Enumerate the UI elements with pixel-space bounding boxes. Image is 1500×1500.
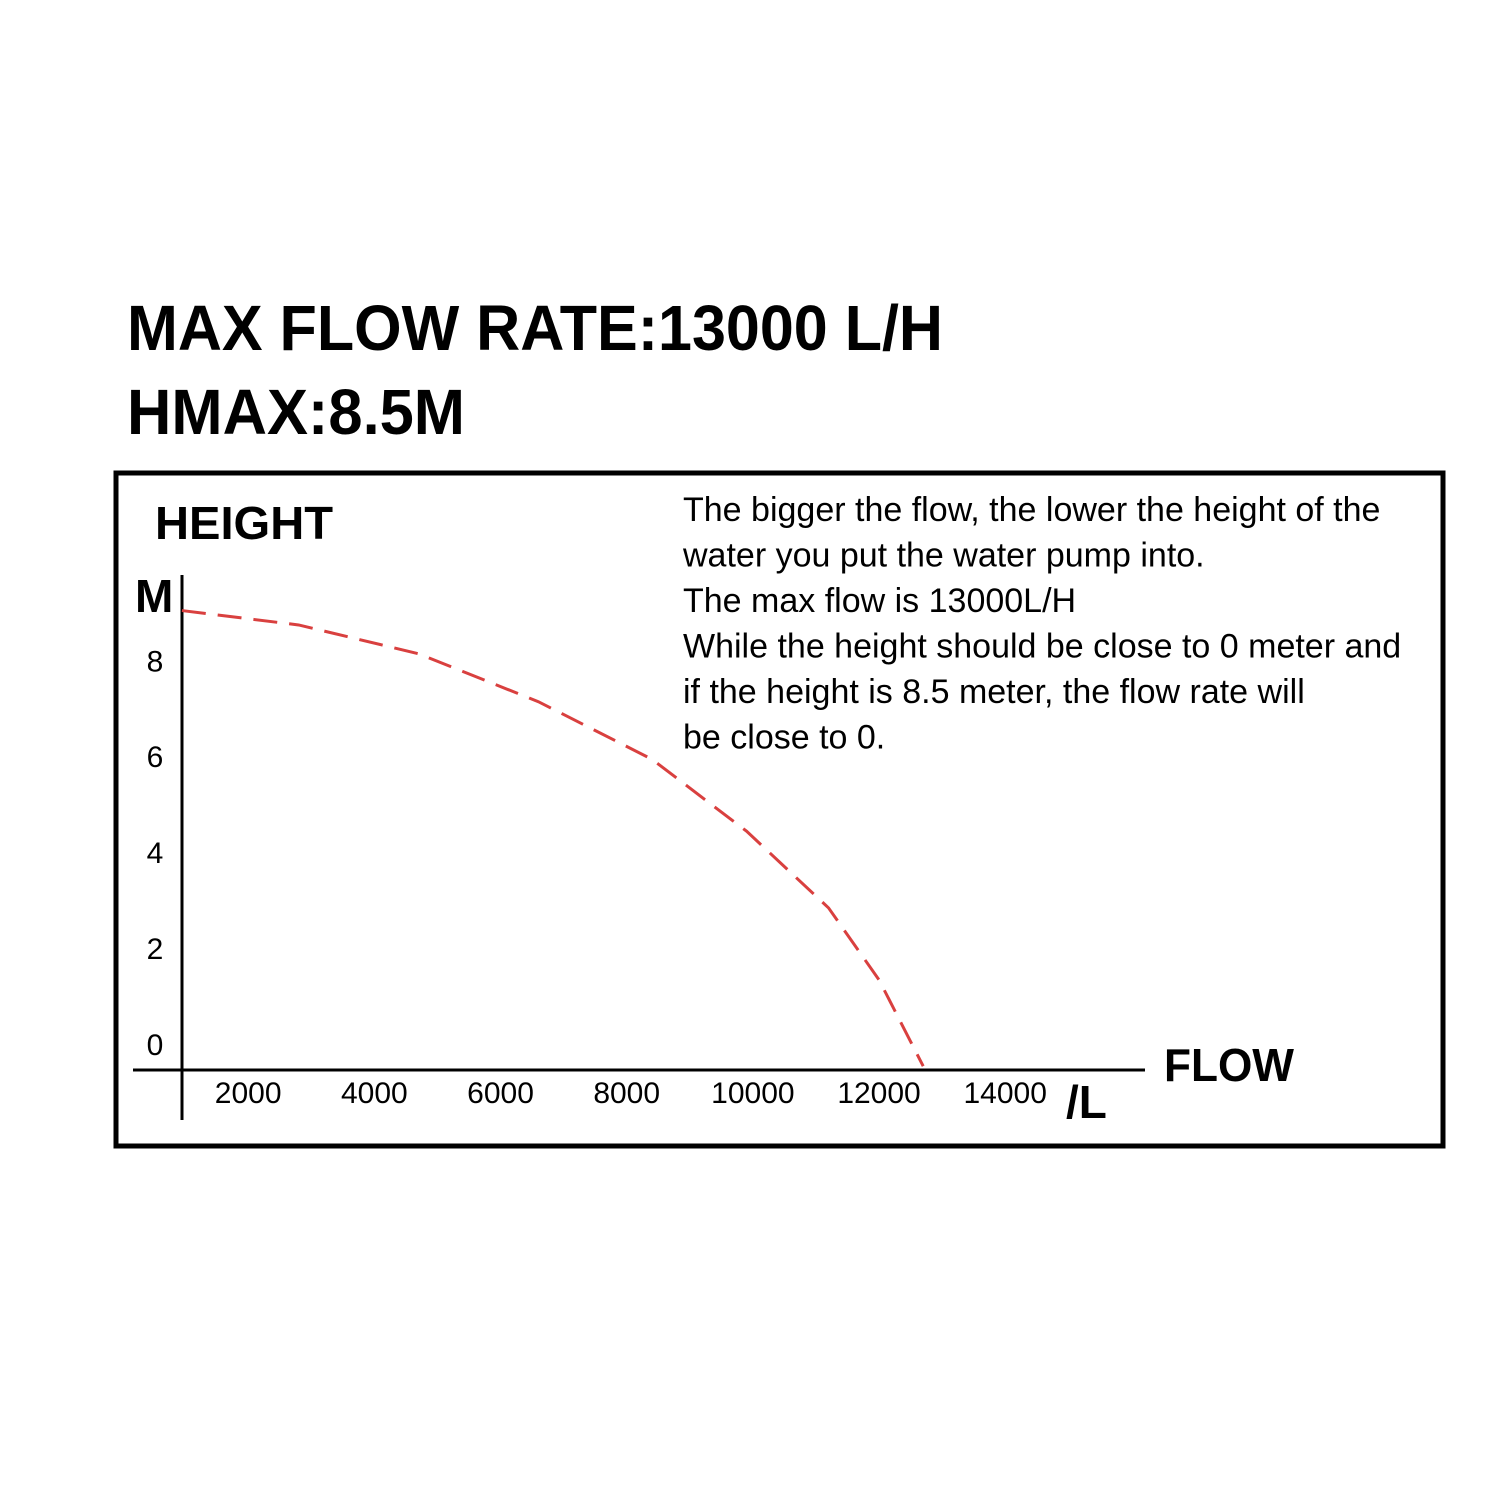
- x-tick-label: 10000: [711, 1077, 794, 1110]
- x-tick-label: 12000: [837, 1077, 920, 1110]
- y-tick-label: 0: [147, 1029, 164, 1062]
- annotation-line: While the height should be close to 0 me…: [683, 627, 1401, 665]
- x-axis-label: FLOW: [1164, 1039, 1295, 1091]
- annotation-line: be close to 0.: [683, 718, 885, 756]
- x-axis-unit: /L: [1066, 1076, 1107, 1128]
- x-tick-label: 2000: [215, 1077, 282, 1110]
- y-tick-label: 2: [147, 933, 164, 966]
- annotation-line: water you put the water pump into.: [682, 536, 1205, 574]
- y-tick-label: 6: [147, 741, 164, 774]
- x-tick-label: 6000: [467, 1077, 534, 1110]
- curve: [181, 609, 925, 1067]
- annotation-line: if the height is 8.5 meter, the flow rat…: [683, 673, 1305, 711]
- x-tick-label: 8000: [593, 1077, 660, 1110]
- y-axis-label: HEIGHT: [155, 497, 333, 549]
- annotation-line: The max flow is 13000L/H: [683, 582, 1076, 620]
- y-axis-unit: M: [135, 570, 173, 622]
- chart-title: MAX FLOW RATE:13000 L/H: [127, 292, 943, 364]
- y-tick-label: 8: [147, 645, 164, 678]
- y-tick-label: 4: [147, 837, 164, 870]
- x-tick-label: 14000: [963, 1077, 1046, 1110]
- frame: [113, 470, 1446, 1149]
- x-tick-label: 4000: [341, 1077, 408, 1110]
- annotation-line: The bigger the flow, the lower the heigh…: [683, 491, 1380, 529]
- chart-subtitle: HMAX:8.5M: [127, 376, 465, 448]
